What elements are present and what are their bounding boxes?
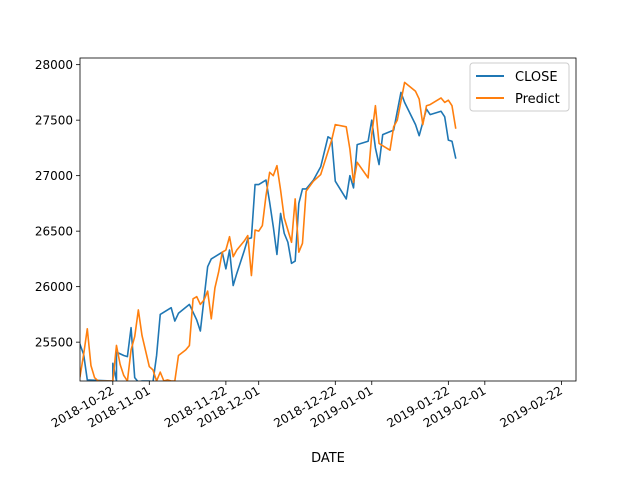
series-line-predict [80, 81, 457, 381]
y-tick-label: 27500 [35, 114, 73, 128]
legend: CLOSE Predict [469, 62, 570, 112]
y-tick-label: 25500 [35, 336, 73, 350]
y-tick-label: 28000 [35, 58, 73, 72]
legend-label-predict: Predict [515, 92, 560, 107]
legend-label-close: CLOSE [515, 70, 558, 85]
y-tick-label: 27000 [35, 169, 73, 183]
series-layer [80, 81, 457, 381]
plot-frame [79, 57, 577, 382]
x-axis-label: DATE [311, 451, 345, 466]
y-tick-label: 26500 [35, 225, 73, 239]
y-tick-label: 26000 [35, 280, 73, 294]
y-axis: 25500 26000 26500 27000 27500 28000 [35, 58, 80, 350]
series-line-close [80, 91, 457, 381]
plot-area [80, 58, 576, 381]
